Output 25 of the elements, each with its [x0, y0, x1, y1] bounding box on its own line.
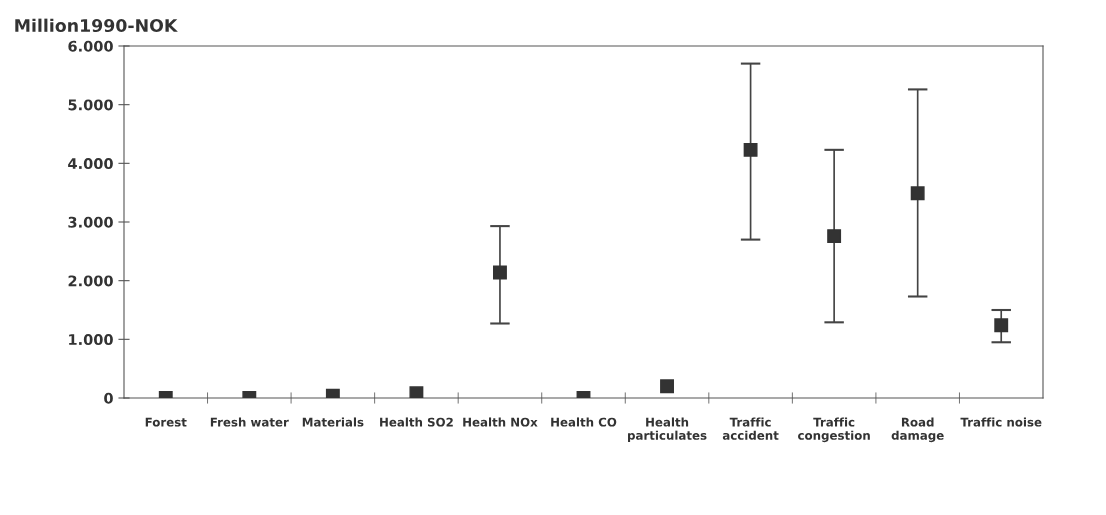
x-tick-label: Health NOx — [463, 417, 538, 427]
point — [910, 186, 925, 201]
x-tick-label: Road damage — [891, 417, 944, 443]
x-tick-label: Traffic noise — [960, 417, 1042, 427]
x-tick-label: Materials — [302, 417, 364, 427]
point — [493, 265, 507, 280]
x-tick-label: Fresh water — [210, 417, 289, 427]
x-tick-label: Health CO — [551, 417, 617, 427]
x-tick-label: Traffic congestion — [798, 417, 870, 443]
point — [743, 142, 758, 157]
y-tick-label: 2.000 — [68, 275, 113, 287]
y-tick-label: 0 — [104, 392, 113, 404]
x-tick-label: Traffic accident — [722, 417, 779, 440]
point — [827, 229, 842, 244]
y-tick-label: 1.000 — [69, 334, 113, 346]
x-tick-label: Forest — [145, 417, 187, 427]
point — [409, 386, 424, 398]
y-axis-title: Million1990-NOK — [15, 18, 178, 33]
x-tick-label: Health SO2 — [380, 417, 453, 427]
y-tick-label: 3.000 — [68, 216, 113, 228]
y-tick-label: 5.000 — [68, 99, 113, 111]
y-tick-label: 4.000 — [68, 158, 113, 170]
x-tick-label: Health particulates — [628, 417, 707, 443]
point — [994, 318, 1009, 333]
y-tick-label: 6.000 — [68, 40, 113, 52]
